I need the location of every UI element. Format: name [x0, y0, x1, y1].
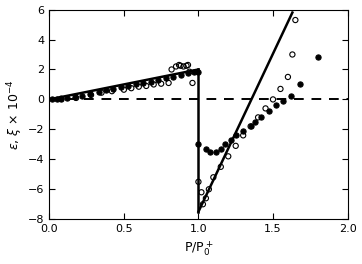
- Point: [258, 115, 264, 120]
- Point: [178, 73, 184, 77]
- Point: [54, 97, 60, 101]
- Point: [210, 175, 216, 180]
- Point: [173, 64, 179, 69]
- Point: [133, 82, 139, 87]
- Point: [88, 93, 94, 97]
- Point: [58, 97, 64, 101]
- Point: [79, 93, 85, 98]
- Point: [214, 150, 219, 154]
- Point: [203, 196, 209, 200]
- Point: [176, 63, 182, 67]
- Point: [292, 18, 298, 22]
- Point: [178, 64, 184, 68]
- Point: [248, 124, 253, 129]
- Point: [136, 84, 142, 89]
- Point: [290, 52, 295, 56]
- Point: [166, 81, 172, 85]
- Point: [103, 88, 109, 93]
- Point: [206, 187, 212, 191]
- Point: [158, 82, 164, 86]
- Point: [96, 90, 101, 94]
- Point: [72, 95, 77, 99]
- Point: [170, 74, 176, 79]
- Point: [233, 133, 239, 138]
- Point: [185, 71, 191, 75]
- Point: [218, 165, 224, 169]
- Point: [240, 133, 246, 138]
- Point: [64, 96, 70, 100]
- Point: [222, 142, 228, 147]
- Point: [151, 82, 157, 87]
- Point: [185, 63, 191, 67]
- Point: [228, 138, 234, 142]
- Point: [207, 150, 213, 154]
- Point: [195, 180, 201, 184]
- Point: [297, 82, 303, 87]
- Point: [200, 202, 206, 206]
- Point: [143, 84, 149, 88]
- Point: [186, 70, 192, 74]
- Point: [73, 96, 79, 100]
- Point: [140, 81, 146, 85]
- Point: [109, 89, 115, 93]
- Point: [240, 129, 246, 133]
- Point: [218, 147, 224, 151]
- Point: [121, 88, 127, 92]
- Point: [98, 91, 104, 95]
- Point: [169, 67, 174, 72]
- Point: [191, 70, 197, 74]
- Y-axis label: $\varepsilon$, $\xi$ $\times$ 10$^{-4}$: $\varepsilon$, $\xi$ $\times$ 10$^{-4}$: [5, 79, 25, 150]
- Point: [148, 80, 153, 84]
- Point: [118, 85, 124, 89]
- Point: [49, 97, 55, 102]
- Point: [248, 124, 253, 129]
- Point: [263, 106, 269, 111]
- Point: [233, 144, 239, 148]
- Point: [252, 120, 258, 124]
- Point: [87, 92, 92, 96]
- Point: [184, 64, 189, 68]
- Point: [255, 115, 261, 120]
- Point: [195, 70, 201, 74]
- Point: [198, 190, 204, 194]
- Point: [315, 55, 321, 60]
- Point: [273, 103, 279, 107]
- Point: [129, 86, 134, 90]
- Point: [195, 142, 201, 147]
- Point: [181, 64, 186, 69]
- Point: [285, 75, 291, 79]
- Point: [278, 87, 283, 91]
- Point: [126, 83, 131, 88]
- Point: [270, 97, 276, 102]
- Point: [155, 78, 161, 82]
- Point: [58, 97, 64, 101]
- Point: [190, 81, 195, 85]
- Point: [288, 94, 294, 98]
- Point: [226, 154, 231, 158]
- Point: [110, 87, 116, 91]
- Point: [266, 109, 272, 114]
- Point: [203, 147, 209, 151]
- Point: [163, 76, 169, 80]
- Point: [281, 99, 286, 103]
- X-axis label: P/P$_0^+$: P/P$_0^+$: [184, 240, 213, 258]
